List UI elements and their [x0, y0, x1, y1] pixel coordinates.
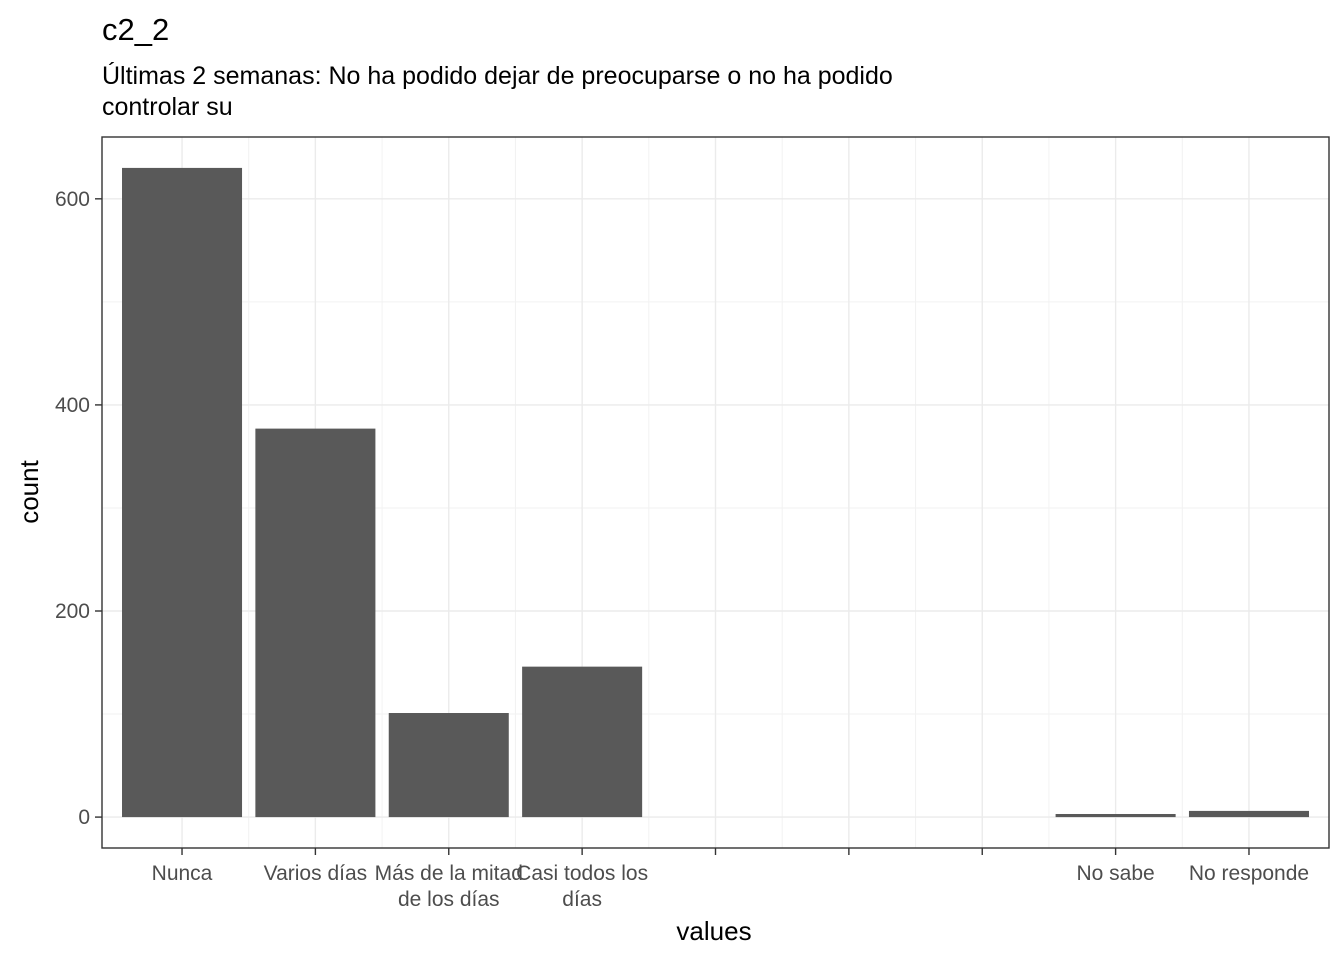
y-tick-label: 0	[78, 806, 90, 829]
y-tick-label: 200	[55, 600, 90, 623]
x-tick-label: Más de la mitad	[375, 862, 523, 885]
bar	[1188, 810, 1309, 818]
chart-subtitle-line-2: controlar su	[102, 93, 233, 121]
y-axis-title: count	[14, 459, 44, 523]
chart-subtitle-line-1: Últimas 2 semanas: No ha podido dejar de…	[102, 61, 893, 90]
y-tick-label: 600	[55, 188, 90, 211]
bar	[388, 713, 509, 818]
x-tick-label: de los días	[398, 888, 500, 911]
x-tick-label: Casi todos los	[516, 862, 648, 885]
bar	[522, 666, 643, 818]
bar	[255, 428, 376, 818]
bar	[122, 167, 243, 818]
x-tick-label: Nunca	[152, 862, 213, 885]
x-tick-label: No sabe	[1076, 862, 1154, 885]
plot-area: 0 200 400 600 Nunca Varios días Más de la mita…	[55, 136, 1330, 911]
x-tick-label: Varios días	[264, 862, 368, 885]
x-tick-label: días	[562, 888, 602, 911]
y-tick-label: 400	[55, 394, 90, 417]
x-axis-title: values	[676, 916, 751, 946]
chart-title: c2_2	[102, 12, 169, 47]
bar	[1055, 813, 1176, 818]
x-tick-label: No responde	[1189, 862, 1309, 885]
